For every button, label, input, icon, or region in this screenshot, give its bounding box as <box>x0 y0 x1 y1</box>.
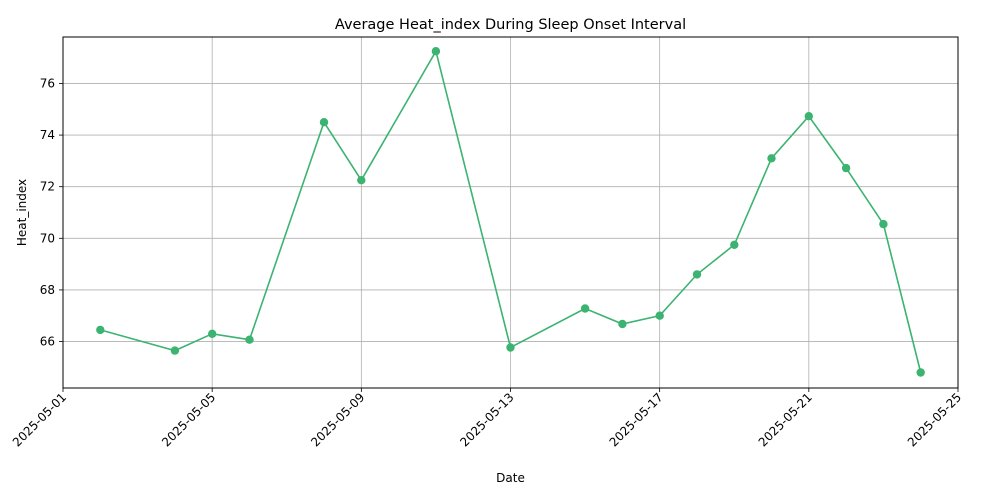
y-axis-label: Heat_index <box>15 179 29 246</box>
data-point <box>879 219 888 229</box>
data-point <box>692 270 702 279</box>
data-point <box>916 368 925 377</box>
data-point <box>208 329 217 338</box>
x-tick-label: 2025-05-05 <box>159 390 218 449</box>
x-tick-label: 2025-05-17 <box>607 390 666 449</box>
y-tick-label: 76 <box>40 76 55 90</box>
series-line <box>100 49 922 373</box>
y-tick-label: 68 <box>40 283 55 297</box>
x-tick-label: 2025-05-25 <box>905 390 964 449</box>
series-layer <box>96 47 925 377</box>
x-tick-label: 2025-05-21 <box>756 390 815 449</box>
data-point <box>580 304 590 313</box>
y-tick-label: 66 <box>40 335 55 349</box>
data-point <box>655 311 664 320</box>
x-tick-label: 2025-05-13 <box>457 390 516 449</box>
data-point <box>841 163 851 173</box>
grid-lines <box>62 37 959 388</box>
chart-title: Average Heat_index During Sleep Onset In… <box>335 17 686 33</box>
plot-frame <box>62 36 959 389</box>
data-point <box>245 335 254 344</box>
y-tick-label: 74 <box>40 128 55 142</box>
data-point <box>431 47 441 56</box>
x-axis-label: Date <box>496 471 525 485</box>
data-point <box>357 176 366 185</box>
data-point <box>506 343 515 352</box>
data-point <box>618 319 627 329</box>
data-point <box>96 325 105 335</box>
x-axis-ticks: 2025-05-01 2025-05-05 2025-05-09 2025-05-13… <box>10 388 964 449</box>
y-tick-label: 72 <box>40 180 55 194</box>
data-point <box>730 240 739 249</box>
data-point <box>804 112 813 121</box>
x-tick-label: 2025-05-09 <box>308 390 367 449</box>
data-point <box>767 154 776 163</box>
data-point <box>319 118 329 127</box>
y-tick-label: 70 <box>40 231 55 245</box>
x-tick-label: 2025-05-01 <box>10 390 69 449</box>
y-axis-ticks: 66 68 70 72 74 76 <box>40 76 63 349</box>
data-point <box>170 346 180 355</box>
